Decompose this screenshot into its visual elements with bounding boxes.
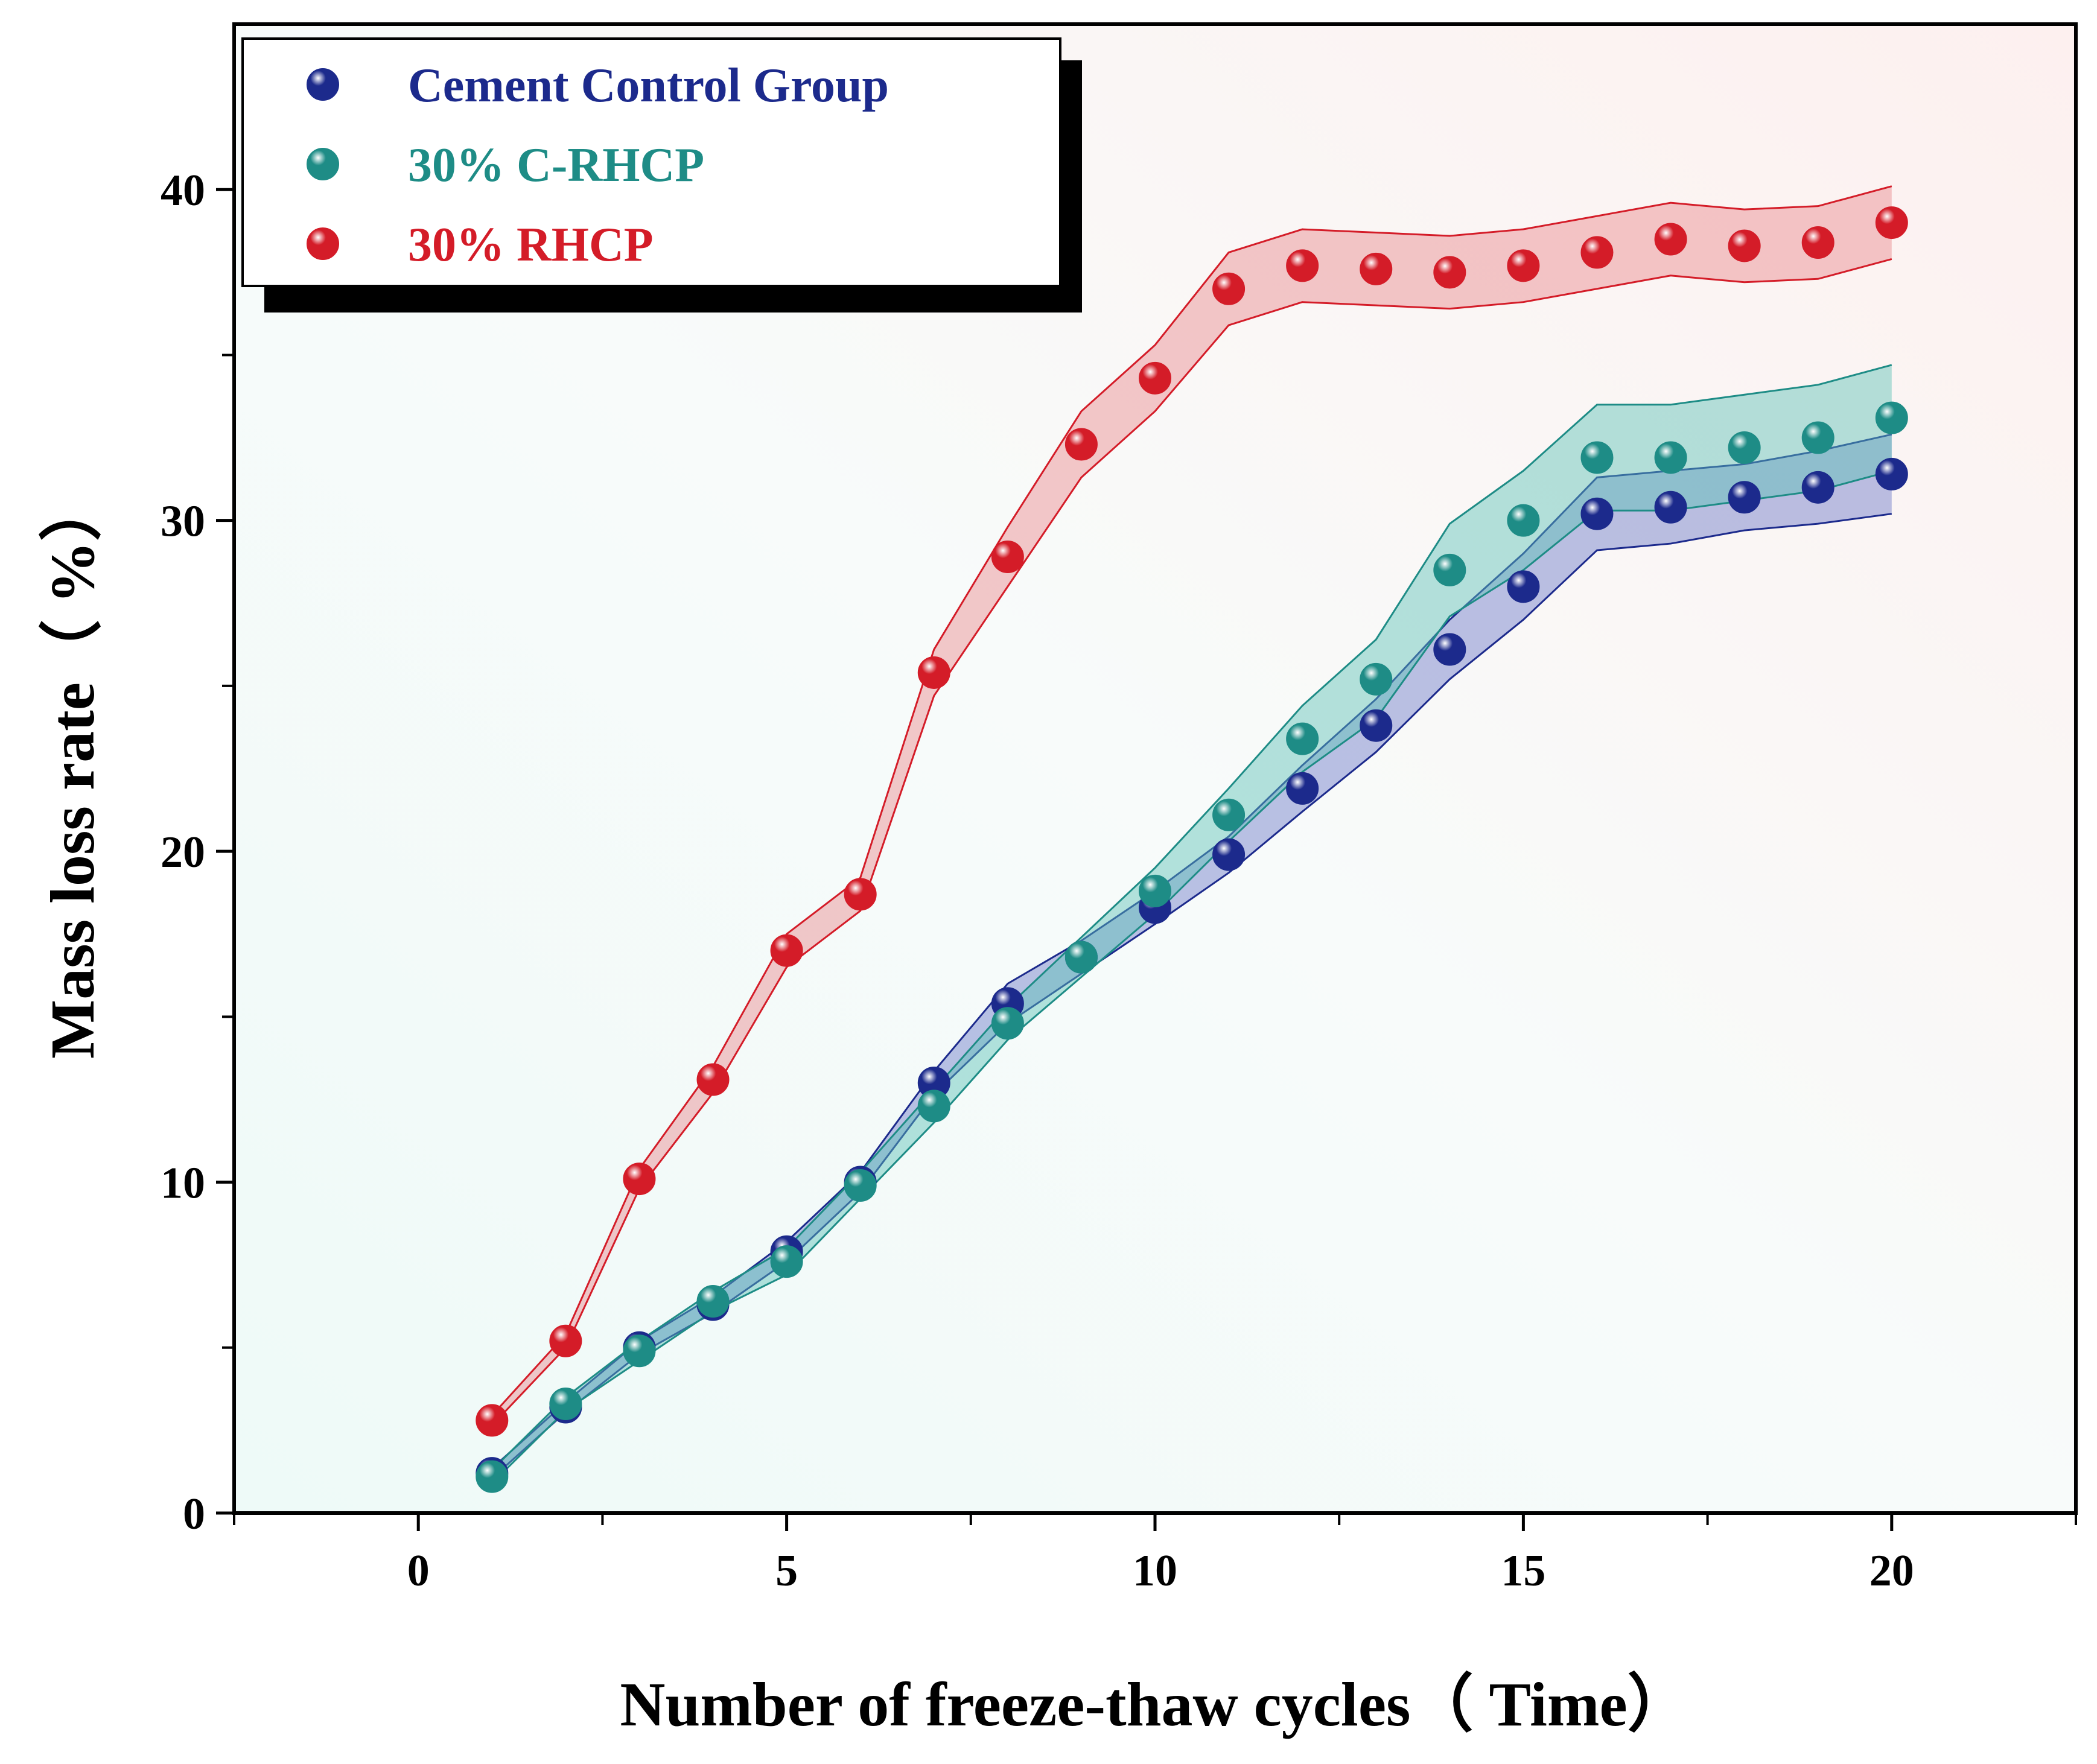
point-30-rhcp-17 — [1654, 223, 1687, 256]
x-tick-label-10: 10 — [1133, 1546, 1177, 1596]
y-tick-label-40: 40 — [161, 166, 205, 215]
point-30-rhcp-4 — [696, 1063, 730, 1096]
point-cement-control-group-17 — [1654, 490, 1687, 524]
point-30-c-rhcp-9 — [1064, 941, 1098, 974]
band-upper-30-c-rhcp — [491, 364, 1892, 1471]
point-30-rhcp-12 — [1286, 249, 1319, 282]
point-30-c-rhcp-4 — [696, 1284, 730, 1318]
point-30-c-rhcp-6 — [844, 1169, 877, 1202]
legend-box — [241, 37, 1061, 287]
point-30-rhcp-2 — [549, 1324, 582, 1357]
point-cement-control-group-13 — [1360, 709, 1393, 742]
point-30-rhcp-9 — [1064, 428, 1098, 461]
y-tick-label-10: 10 — [161, 1159, 205, 1208]
point-cement-control-group-14 — [1433, 633, 1466, 666]
legend-marker-30-rhcp — [307, 227, 339, 260]
point-30-c-rhcp-14 — [1433, 553, 1466, 586]
y-tick-label-0: 0 — [183, 1490, 205, 1539]
x-tick-label-15: 15 — [1501, 1546, 1545, 1596]
legend-marker-30-c-rhcp — [307, 148, 339, 180]
legend: Cement Control Group 30% C-RHCP 30% RHCP — [241, 37, 1082, 313]
point-30-rhcp-20 — [1875, 206, 1908, 240]
point-30-c-rhcp-11 — [1212, 798, 1246, 831]
point-30-c-rhcp-19 — [1801, 421, 1834, 454]
legend-label-cement-control-group: Cement Control Group — [408, 59, 889, 112]
legend-label-30-c-rhcp: 30% C-RHCP — [408, 139, 704, 192]
point-cement-control-group-12 — [1286, 772, 1319, 805]
point-30-rhcp-19 — [1801, 226, 1834, 259]
point-30-c-rhcp-1 — [476, 1460, 509, 1493]
point-30-c-rhcp-13 — [1360, 662, 1393, 696]
point-cement-control-group-15 — [1507, 570, 1540, 603]
band-30-c-rhcp — [492, 364, 1892, 1483]
point-cement-control-group-18 — [1728, 481, 1761, 514]
point-30-rhcp-3 — [623, 1163, 656, 1196]
x-tick-label-0: 0 — [407, 1546, 430, 1596]
point-cement-control-group-16 — [1580, 497, 1614, 530]
point-30-c-rhcp-20 — [1875, 401, 1908, 434]
point-30-rhcp-10 — [1139, 361, 1171, 395]
point-30-rhcp-11 — [1212, 272, 1246, 305]
x-axis-title: Number of freeze-thaw cycles（ Time） — [620, 1670, 1690, 1739]
point-30-c-rhcp-12 — [1286, 722, 1319, 755]
point-30-rhcp-15 — [1507, 249, 1540, 282]
y-tick-label-30: 30 — [161, 497, 205, 547]
band-upper-cement-control-group — [491, 433, 1892, 1470]
point-30-c-rhcp-3 — [623, 1334, 656, 1368]
point-30-rhcp-18 — [1728, 229, 1761, 262]
point-30-rhcp-6 — [844, 878, 877, 911]
point-30-rhcp-5 — [770, 934, 803, 967]
point-30-c-rhcp-10 — [1139, 874, 1171, 907]
point-30-rhcp-1 — [476, 1404, 509, 1437]
point-30-rhcp-13 — [1360, 252, 1393, 285]
x-tick-label-20: 20 — [1869, 1546, 1914, 1596]
y-axis-title: Mass loss rate（ %） — [38, 478, 107, 1059]
point-30-rhcp-8 — [991, 540, 1024, 573]
point-30-rhcp-14 — [1433, 256, 1466, 289]
point-30-c-rhcp-7 — [917, 1090, 950, 1123]
point-30-rhcp-16 — [1580, 236, 1614, 269]
point-cement-control-group-20 — [1875, 457, 1908, 490]
point-30-c-rhcp-15 — [1507, 504, 1540, 537]
point-30-c-rhcp-2 — [549, 1388, 582, 1421]
point-cement-control-group-19 — [1801, 471, 1834, 504]
point-30-c-rhcp-5 — [770, 1245, 803, 1278]
point-30-c-rhcp-18 — [1728, 431, 1761, 465]
x-tick-label-5: 5 — [775, 1546, 798, 1596]
y-tick-label-20: 20 — [161, 828, 205, 877]
legend-marker-cement-control-group — [307, 68, 339, 101]
point-30-c-rhcp-17 — [1654, 441, 1687, 474]
point-30-c-rhcp-16 — [1580, 441, 1614, 474]
band-upper-30-rhcp — [491, 185, 1892, 1417]
point-cement-control-group-11 — [1212, 838, 1246, 871]
legend-label-30-rhcp: 30% RHCP — [408, 218, 654, 271]
point-30-c-rhcp-8 — [991, 1007, 1024, 1040]
point-30-rhcp-7 — [917, 656, 950, 689]
